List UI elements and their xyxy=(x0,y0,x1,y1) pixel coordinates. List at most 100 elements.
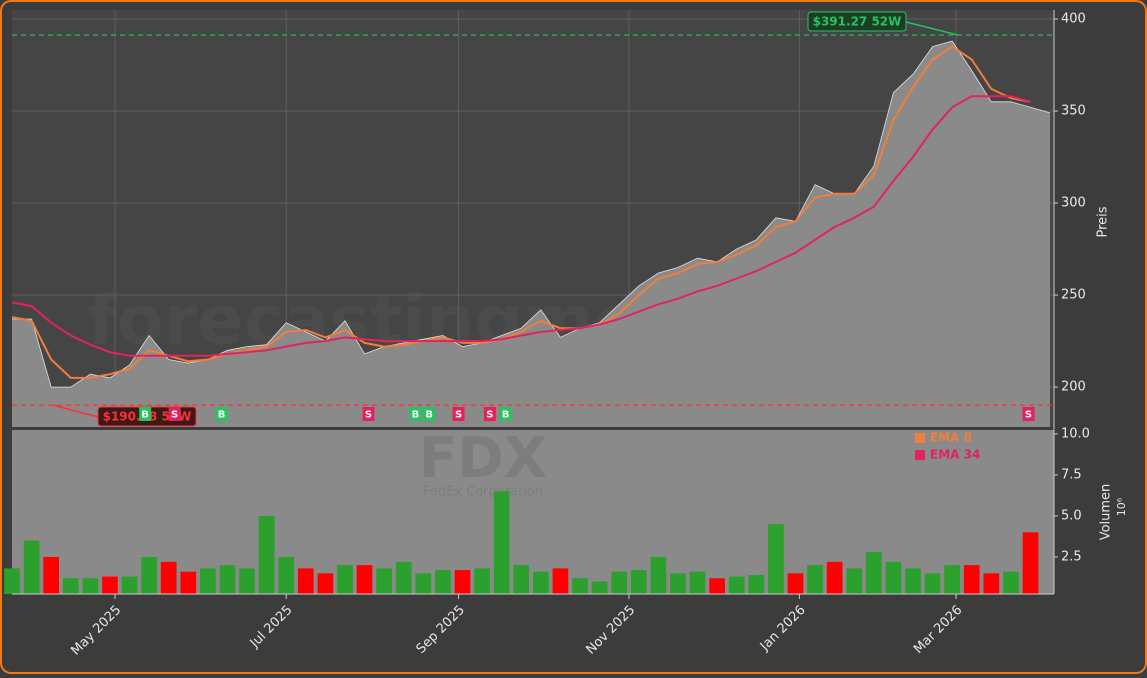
volume-bar xyxy=(356,565,373,594)
signal-label: S xyxy=(171,410,178,421)
signal-marker xyxy=(499,407,512,421)
volume-bar xyxy=(435,570,451,594)
volume-bar xyxy=(278,556,295,594)
y-tick-label: 350 xyxy=(1061,104,1086,119)
volume-bar xyxy=(160,561,177,594)
annotation-label: $391.27 52W xyxy=(813,15,902,29)
volume-bar xyxy=(768,524,784,594)
legend-label: EMA 34 xyxy=(930,448,980,462)
signal-label: B xyxy=(141,410,149,421)
signal-marker xyxy=(362,407,375,421)
signal-label: S xyxy=(365,410,372,421)
volume-bar xyxy=(807,565,823,594)
y-tick-label: 7.5 xyxy=(1061,467,1082,482)
volume-bar xyxy=(846,568,863,594)
volume-bar xyxy=(200,568,216,594)
legend-label: EMA 8 xyxy=(930,431,972,445)
price-area xyxy=(12,41,1051,427)
volume-bar xyxy=(885,561,902,594)
volume-bar xyxy=(748,574,765,594)
watermark-subtitle: FedEx Corporation xyxy=(423,485,543,500)
volume-bar xyxy=(650,556,667,594)
signal-marker xyxy=(483,407,496,421)
volume-bar xyxy=(533,571,549,594)
y-tick-label: 10.0 xyxy=(1061,426,1090,441)
y-tick-label: 200 xyxy=(1061,380,1086,395)
legend-swatch xyxy=(915,450,925,460)
volume-bar xyxy=(787,573,804,594)
y-axis-exponent: 10⁶ xyxy=(1115,497,1128,516)
annotation-arrow xyxy=(905,21,959,36)
y-axis-label: Preis xyxy=(1096,206,1111,237)
volume-bar xyxy=(689,571,706,594)
volume-bar xyxy=(572,578,588,594)
volume-bar xyxy=(1003,571,1019,594)
volume-bar xyxy=(591,581,608,594)
signal-marker xyxy=(1022,407,1035,421)
volume-bar xyxy=(4,568,20,594)
ema-line xyxy=(11,45,1031,379)
volume-bar xyxy=(963,565,980,594)
volume-bar xyxy=(728,576,745,594)
y-tick-label: 400 xyxy=(1061,12,1086,27)
volume-bar xyxy=(141,556,157,594)
signal-label: B xyxy=(218,410,226,421)
y-tick-label: 5.0 xyxy=(1061,508,1082,523)
signal-marker xyxy=(139,407,152,421)
volume-bar xyxy=(121,576,138,594)
volume-bar xyxy=(43,556,60,594)
watermark: FDX xyxy=(419,426,547,491)
volume-bar xyxy=(454,570,471,594)
volume-bar xyxy=(180,571,197,594)
volume-bar xyxy=(317,573,334,594)
volume-bar xyxy=(826,561,843,594)
signal-marker xyxy=(215,407,228,421)
volume-bar xyxy=(670,573,686,594)
volume-bar xyxy=(630,570,647,594)
y-tick-label: 250 xyxy=(1061,288,1086,303)
volume-bar xyxy=(513,565,530,594)
volume-bar xyxy=(944,565,960,594)
volume-bar xyxy=(395,561,412,594)
signal-label: S xyxy=(455,410,462,421)
signal-marker xyxy=(168,407,181,421)
legend-swatch xyxy=(915,433,925,443)
price-line xyxy=(12,40,1051,388)
volume-bar xyxy=(415,573,432,594)
volume-bar xyxy=(23,540,40,594)
volume-bar xyxy=(219,565,236,594)
volume-bar xyxy=(611,571,628,594)
volume-bar xyxy=(258,515,275,594)
annotation-box xyxy=(807,11,907,32)
volume-bar xyxy=(709,578,725,594)
volume-bar xyxy=(1022,532,1039,594)
volume-bar xyxy=(493,491,510,594)
volume-bar xyxy=(983,573,1000,594)
volume-bar xyxy=(102,576,118,594)
volume-bar xyxy=(62,578,79,594)
signal-label: B xyxy=(425,410,433,421)
annotation-arrow xyxy=(52,404,99,418)
volume-bar xyxy=(865,552,882,594)
volume-bar xyxy=(82,578,99,594)
signal-label: S xyxy=(1025,410,1032,421)
volume-bar xyxy=(337,565,353,594)
y-axis-label: Volumen xyxy=(1099,484,1114,541)
ema-line xyxy=(11,95,1031,357)
signal-marker xyxy=(409,407,422,421)
y-tick-label: 2.5 xyxy=(1061,549,1082,564)
signal-label: S xyxy=(486,410,493,421)
volume-bar xyxy=(376,568,392,594)
volume-bar xyxy=(552,568,569,594)
volume-bar xyxy=(239,568,255,594)
volume-bar xyxy=(905,568,921,594)
y-tick-label: 300 xyxy=(1061,196,1086,211)
volume-bar xyxy=(297,568,314,594)
signal-label: B xyxy=(502,410,510,421)
volume-bar xyxy=(474,568,490,594)
signal-label: B xyxy=(412,410,420,421)
signal-marker xyxy=(452,407,465,421)
volume-bar xyxy=(924,573,941,594)
signal-marker xyxy=(423,407,436,421)
